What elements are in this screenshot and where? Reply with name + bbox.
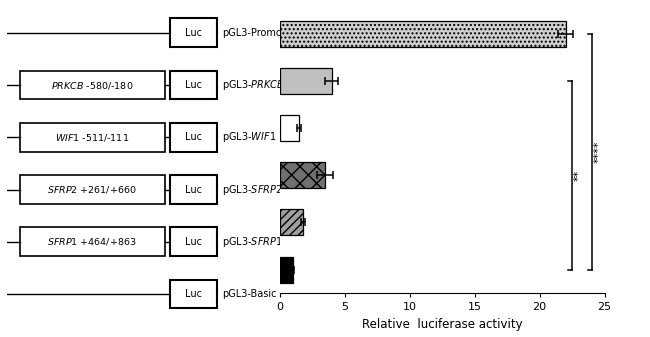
Text: Luc: Luc bbox=[185, 80, 202, 90]
Bar bbox=[170, 19, 217, 47]
Text: $\it{PRKCB}$ -580/-180: $\it{PRKCB}$ -580/-180 bbox=[51, 80, 133, 91]
Text: pGL3-Basic: pGL3-Basic bbox=[222, 289, 277, 299]
Text: $\it{SFRP2}$ +261/+660: $\it{SFRP2}$ +261/+660 bbox=[47, 184, 137, 195]
Text: Luc: Luc bbox=[185, 289, 202, 299]
Bar bbox=[280, 21, 566, 47]
Text: pGL3-$\it{PRKCB}$: pGL3-$\it{PRKCB}$ bbox=[222, 78, 285, 92]
Bar bbox=[170, 175, 217, 204]
Text: $\it{WIF1}$ -511/-111: $\it{WIF1}$ -511/-111 bbox=[55, 132, 129, 143]
Text: pGL3-Promoter: pGL3-Promoter bbox=[222, 28, 296, 38]
Text: $\it{SFRP1}$ +464/+863: $\it{SFRP1}$ +464/+863 bbox=[47, 236, 137, 247]
Bar bbox=[280, 209, 303, 235]
Text: Luc: Luc bbox=[185, 132, 202, 142]
Text: ****: **** bbox=[593, 141, 603, 163]
Bar bbox=[170, 123, 217, 152]
Bar bbox=[280, 115, 299, 141]
Text: pGL3-$\it{SFRP2}$: pGL3-$\it{SFRP2}$ bbox=[222, 183, 283, 196]
Bar bbox=[280, 68, 332, 94]
Bar bbox=[170, 280, 217, 308]
Text: Luc: Luc bbox=[185, 237, 202, 247]
Bar bbox=[20, 175, 165, 204]
Text: Luc: Luc bbox=[185, 28, 202, 38]
Bar bbox=[20, 227, 165, 256]
Text: **: ** bbox=[574, 170, 584, 181]
Bar bbox=[170, 227, 217, 256]
X-axis label: Relative  luciferase activity: Relative luciferase activity bbox=[361, 318, 523, 331]
Text: pGL3-$\it{WIF1}$: pGL3-$\it{WIF1}$ bbox=[222, 130, 276, 144]
Bar bbox=[280, 162, 325, 188]
Text: Luc: Luc bbox=[185, 185, 202, 194]
Bar bbox=[170, 71, 217, 99]
Bar bbox=[20, 71, 165, 99]
Text: pGL3-$\it{SFRP1}$: pGL3-$\it{SFRP1}$ bbox=[222, 235, 283, 249]
Bar bbox=[20, 123, 165, 152]
Bar bbox=[280, 257, 292, 282]
